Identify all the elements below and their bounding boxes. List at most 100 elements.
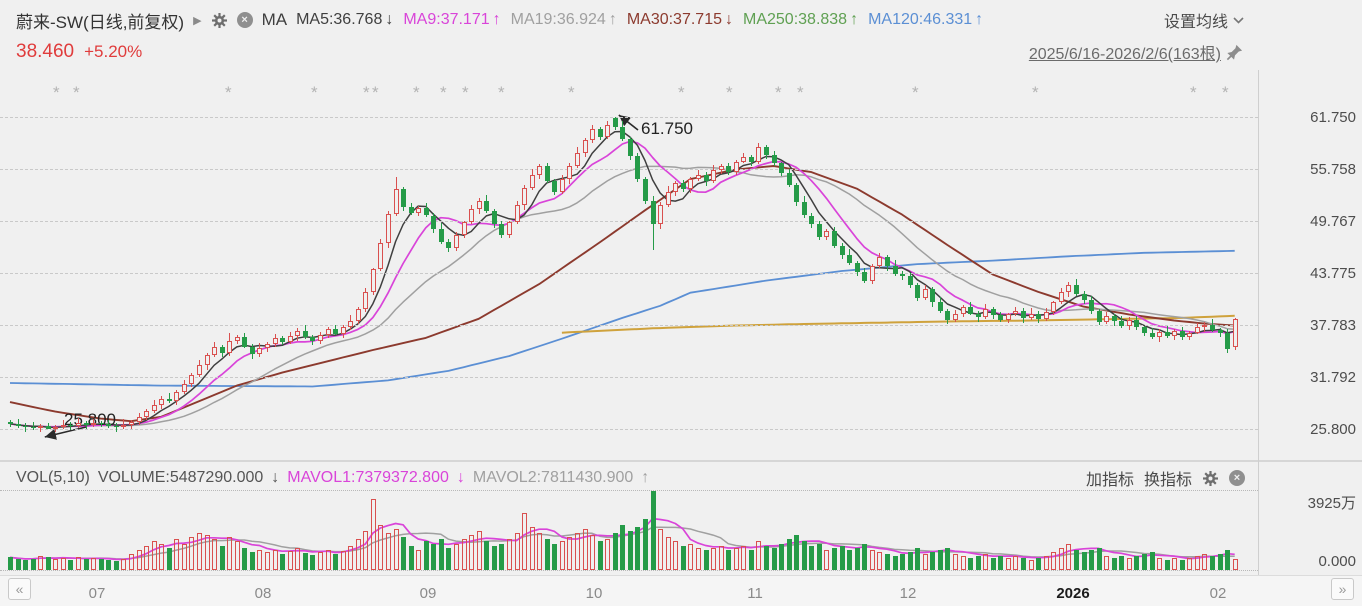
pin-icon[interactable] <box>1225 43 1244 62</box>
candle <box>892 265 898 274</box>
ma-legend-item: MA120:46.331 ↑ <box>868 11 984 28</box>
volume-bar <box>423 541 429 570</box>
volume-bar <box>1073 549 1079 570</box>
candle <box>416 207 422 213</box>
volume-bar <box>23 560 29 570</box>
chart-header: 蔚来-SW(日线,前复权) ▶ × MA MA5:36.768 ↓ MA9:37.1… <box>0 0 1362 70</box>
volume-bar <box>1187 557 1193 570</box>
mavol1-value: MAVOL1:7379372.800 <box>287 469 449 486</box>
volume-bar <box>650 490 656 570</box>
candle <box>1142 327 1147 333</box>
candle <box>287 336 293 343</box>
volume-bar <box>832 547 838 570</box>
scroll-left-button[interactable]: « <box>8 578 31 600</box>
high-price-annotation: 61.750 <box>641 119 693 138</box>
candle-wick <box>25 423 27 433</box>
price-gridline <box>0 325 1258 326</box>
volume-bar <box>1005 557 1011 570</box>
candle <box>272 337 278 344</box>
date-range-link[interactable]: 2025/6/16-2026/2/6(163根) <box>1028 46 1221 63</box>
event-marker-icon: * <box>73 83 80 102</box>
candle <box>53 426 59 429</box>
candle <box>1232 319 1238 348</box>
candle-wick <box>17 419 19 428</box>
candle <box>748 157 754 162</box>
volume-gear-icon[interactable] <box>1202 470 1219 487</box>
candle <box>302 330 308 337</box>
candle <box>514 205 520 223</box>
volume-bar <box>1164 559 1170 570</box>
ma-legend-item: MA9:37.171 ↑ <box>403 11 501 28</box>
candle <box>1013 310 1019 315</box>
close-indicator-icon[interactable]: × <box>236 12 253 28</box>
volume-bar <box>106 560 112 570</box>
price-axis-label: 43.775 <box>1310 265 1356 282</box>
gear-icon[interactable] <box>211 12 228 29</box>
volume-bar <box>809 545 815 570</box>
expand-caret-icon[interactable]: ▶ <box>193 14 202 27</box>
candle <box>83 423 89 425</box>
candle <box>136 416 142 423</box>
volume-bar <box>416 549 422 570</box>
volume-bar <box>144 545 150 570</box>
price-axis-label: 55.758 <box>1310 161 1356 178</box>
volume-bar <box>386 533 391 570</box>
volume-bar <box>612 533 618 570</box>
candle <box>635 156 641 180</box>
candle <box>869 265 875 281</box>
pane-divider <box>0 460 1362 462</box>
candle-wick <box>100 421 102 428</box>
volume-bar <box>1051 551 1057 570</box>
ma-legend: MA5:36.768 ↓ MA9:37.171 ↑ MA19:36.924 ↑ MA30:3… <box>296 11 983 29</box>
volume-bar <box>990 557 996 570</box>
volume-bar <box>816 543 822 570</box>
candle <box>1005 314 1011 320</box>
candle <box>144 410 150 417</box>
candle <box>45 426 51 429</box>
indicator-actions: 加指标 换指标 × <box>1086 466 1245 490</box>
candle <box>15 423 21 426</box>
candle <box>106 424 112 426</box>
candle <box>1021 310 1027 318</box>
volume-close-icon[interactable]: × <box>1229 470 1245 486</box>
volume-bar <box>60 558 66 570</box>
volume-bar <box>779 543 785 570</box>
ma-settings-button[interactable]: 设置均线 <box>1164 8 1244 32</box>
candle <box>779 163 785 173</box>
candle <box>1187 332 1193 337</box>
candle <box>23 425 29 428</box>
candle <box>884 257 890 266</box>
volume-bar <box>393 529 399 570</box>
volume-bar <box>998 555 1004 570</box>
volume-bar <box>900 553 906 570</box>
volume-bar <box>476 531 482 570</box>
candle <box>1172 330 1178 337</box>
price-chart-canvas[interactable] <box>0 70 1258 460</box>
candle <box>1210 324 1216 331</box>
event-marker-icon: * <box>498 83 505 102</box>
volume-bar <box>302 552 308 570</box>
candle-wick <box>32 421 34 431</box>
volume-bar <box>249 551 255 570</box>
price-axis-label: 61.750 <box>1310 109 1356 126</box>
volume-bar <box>922 553 928 570</box>
event-marker-icon: * <box>53 83 60 102</box>
candle-wick <box>78 417 80 428</box>
volume-bar <box>869 549 875 570</box>
candle <box>794 185 800 202</box>
scroll-right-button[interactable]: » <box>1331 578 1354 600</box>
candle-wick <box>168 392 170 404</box>
event-marker-icon: * <box>678 83 685 102</box>
candle <box>816 224 822 238</box>
mavol1-direction: ↓ <box>456 469 465 486</box>
volume-gridline <box>0 490 1258 491</box>
candle <box>310 337 316 342</box>
volume-bar <box>469 535 475 570</box>
mavol2-direction: ↑ <box>641 469 650 486</box>
volume-bar <box>1210 555 1216 570</box>
volume-bar <box>1179 559 1185 570</box>
candle <box>491 211 497 225</box>
add-indicator-button[interactable]: 加指标 <box>1085 472 1134 489</box>
volume-bar <box>741 545 747 570</box>
switch-indicator-button[interactable]: 换指标 <box>1143 472 1192 489</box>
